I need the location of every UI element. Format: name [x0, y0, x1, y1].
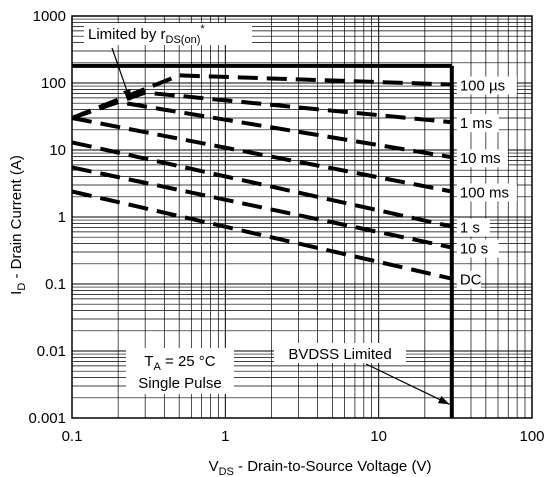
- x-axis-title-main: V: [209, 458, 219, 475]
- y-tick-label: 100: [41, 75, 66, 92]
- curve-1-s: [71, 140, 453, 229]
- y-axis-title-sub: D: [16, 283, 28, 291]
- rds-limit-label-sub: DS(on): [166, 34, 201, 46]
- curve-label-bg: [456, 76, 517, 95]
- y-tick-label: 0.01: [37, 343, 66, 360]
- curve-100-ms: [71, 116, 453, 194]
- x-axis-title: VDS - Drain-to-Source Voltage (V): [209, 458, 432, 477]
- y-tick-label: 0.001: [28, 410, 66, 427]
- x-tick-label: 100: [519, 428, 544, 445]
- y-axis-title: ID - Drain Current (A): [8, 155, 28, 295]
- curve-label-bg: [456, 270, 481, 289]
- ta-label-bg: [126, 348, 234, 394]
- ta-label-rest: = 25 °C: [161, 353, 216, 370]
- curve-label-bg: [456, 114, 499, 133]
- y-tick-label: 1000: [33, 8, 66, 25]
- curve-label-bg: [456, 218, 490, 237]
- y-tick-label: 10: [49, 142, 66, 159]
- y-axis-title-main: I: [8, 291, 25, 295]
- bvdss-limit-label: BVDSS Limited: [288, 346, 391, 363]
- curve-1-ms: [71, 90, 452, 125]
- rds-limit-label-main: Limited by r: [88, 26, 166, 43]
- curve-labels: 100 µs 1 ms 10 ms 100 ms 1 s 10 s DC: [456, 76, 517, 289]
- ta-label-sub: A: [154, 361, 162, 373]
- rds-limit-label: Limited by rDS(on)*: [88, 23, 205, 46]
- curve-10-s: [71, 165, 453, 250]
- bvdss-arrow-line: [365, 363, 450, 405]
- x-axis-title-sub: DS: [219, 466, 234, 477]
- x-tick-label: 1: [221, 428, 229, 445]
- curve-label-1-s: 1 s: [460, 220, 480, 237]
- limit-lines: [72, 63, 454, 418]
- curve-dc: [71, 189, 453, 281]
- curve-label-10-ms: 10 ms: [460, 150, 501, 167]
- curve-label-10-s: 10 s: [460, 241, 488, 258]
- curve-label-1-ms: 1 ms: [460, 115, 493, 132]
- ta-label: TA = 25 °C: [144, 353, 215, 373]
- curves: [71, 73, 453, 281]
- tick-labels: 0.1 1 10 100 1000 100 10 1 0.1 0.01 0.001: [28, 8, 544, 445]
- ta-label-main: T: [144, 353, 153, 370]
- bvdss-arrow-head: [437, 395, 450, 405]
- curve-label-100-s: 100 µs: [460, 77, 505, 94]
- annotations: Limited by rDS(on)* TA = 25 °C Single Puls…: [84, 23, 450, 405]
- curve-label-bg: [456, 239, 499, 258]
- x-axis-title-rest: - Drain-to-Source Voltage (V): [234, 458, 432, 475]
- y-tick-label: 1: [58, 209, 66, 226]
- curve-10-ms: [71, 99, 453, 160]
- curve-label-bg: [456, 183, 517, 202]
- y-axis-title-rest: - Drain Current (A): [8, 155, 25, 283]
- rds-label-bg: [84, 23, 252, 45]
- single-pulse-label: Single Pulse: [138, 375, 221, 392]
- rds-limit-label-sup: *: [200, 23, 205, 35]
- plot-frame: [71, 15, 533, 419]
- curve-label-dc: DC: [460, 272, 482, 289]
- x-tick-label: 0.1: [62, 428, 83, 445]
- x-tick-label: 10: [370, 428, 387, 445]
- curve-label-100-ms: 100 ms: [460, 185, 509, 202]
- rds-arrow-head: [122, 88, 131, 101]
- y-tick-label: 0.1: [45, 276, 66, 293]
- curve-label-bg: [456, 149, 508, 168]
- bvdss-label-bg: [274, 343, 406, 363]
